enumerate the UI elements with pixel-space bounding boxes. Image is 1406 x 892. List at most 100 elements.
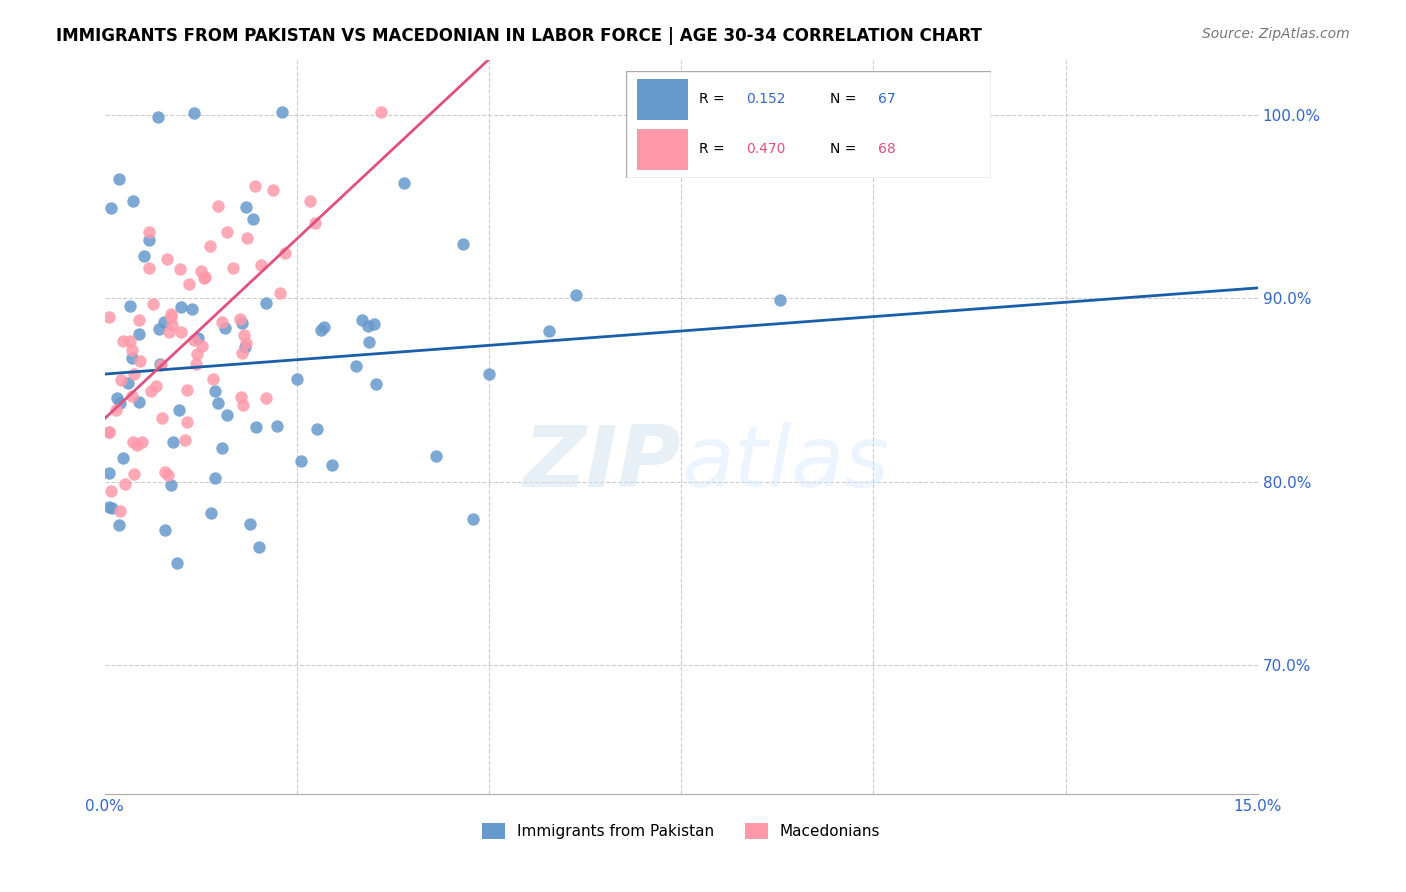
Point [150,358,173,372]
Point [101,501,124,516]
Point [148,321,170,335]
Point [114,477,136,491]
Point [122,467,145,481]
Point [160,478,183,492]
Point [121,389,143,403]
Point [352,313,374,327]
Text: N =: N = [831,92,860,106]
Point [118,299,141,313]
Point [245,419,267,434]
Point [97,467,120,481]
Point [478,367,501,381]
Point [138,225,160,239]
Point [129,353,152,368]
Point [105,403,128,417]
Point [215,226,238,240]
Point [160,310,183,324]
Point [200,507,222,521]
Point [166,556,188,570]
Point [176,416,198,430]
Point [138,232,160,246]
Point [249,258,271,272]
Point [187,331,209,345]
Point [243,179,266,194]
Point [128,394,150,409]
Point [97,425,120,439]
Point [142,296,165,310]
Legend: Immigrants from Pakistan, Macedonians: Immigrants from Pakistan, Macedonians [475,817,887,845]
Point [211,442,233,456]
Text: 67: 67 [877,92,896,106]
Point [122,367,145,381]
Text: R =: R = [699,143,728,156]
Point [242,211,264,226]
Point [207,199,229,213]
FancyBboxPatch shape [637,129,688,169]
Point [170,325,193,339]
Point [363,317,385,331]
Point [108,171,131,186]
Point [149,357,172,371]
Point [307,422,329,436]
Point [181,301,204,316]
Point [100,483,122,498]
Point [357,319,380,334]
Point [131,435,153,450]
Point [235,200,257,214]
Point [204,384,226,398]
Point [174,433,197,447]
Point [202,372,225,386]
Point [193,270,215,285]
Point [156,252,179,266]
Point [108,517,131,532]
Point [461,512,484,526]
Point [128,313,150,327]
Point [304,216,326,230]
Point [107,391,129,405]
Point [287,372,309,386]
Point [537,324,560,338]
Point [194,270,217,285]
Text: IMMIGRANTS FROM PAKISTAN VS MACEDONIAN IN LABOR FORCE | AGE 30-34 CORRELATION CH: IMMIGRANTS FROM PAKISTAN VS MACEDONIAN I… [56,27,983,45]
Point [273,246,295,260]
Point [233,340,256,354]
Point [266,418,288,433]
Point [254,391,277,405]
Point [370,105,392,120]
Point [160,318,183,333]
Point [190,338,212,352]
Point [176,384,198,398]
Point [132,248,155,262]
Point [125,438,148,452]
Point [229,390,252,404]
Point [231,316,253,330]
Point [321,458,343,472]
Point [177,277,200,291]
Point [204,471,226,485]
Point [100,202,122,216]
Point [392,177,415,191]
Point [112,450,135,465]
Point [565,288,588,302]
Point [145,378,167,392]
Point [262,183,284,197]
Point [309,323,332,337]
FancyBboxPatch shape [626,71,991,178]
Point [229,311,252,326]
Text: 0.470: 0.470 [747,143,786,156]
Point [222,261,245,276]
Point [247,540,270,554]
Point [121,351,143,366]
Point [159,307,181,321]
Point [150,411,173,425]
Text: ZIP: ZIP [523,422,682,505]
Point [207,396,229,410]
Point [169,262,191,277]
Point [118,334,141,349]
Point [214,321,236,335]
Point [254,295,277,310]
Point [97,500,120,515]
Point [110,373,132,387]
Text: R =: R = [699,92,728,106]
Point [108,396,131,410]
